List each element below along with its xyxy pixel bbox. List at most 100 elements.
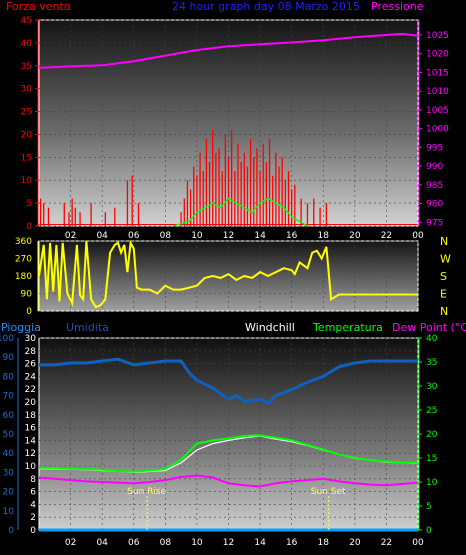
temp-y-tick-label: 30 <box>25 334 37 344</box>
right-y-tick-label: 40 <box>426 334 438 344</box>
gust-line <box>173 197 308 227</box>
wind-y-tick-label: 20 <box>21 130 33 140</box>
compass-label: N <box>440 235 448 248</box>
temp-x-tick-label: 00 <box>412 538 424 548</box>
right-y-tick-label: 15 <box>426 454 437 464</box>
temp-y-tick-label: 20 <box>25 398 37 408</box>
right-y-tick-label: 20 <box>426 430 438 440</box>
wind-x-tick-label: 04 <box>96 231 108 241</box>
pressure-y-tick-label: 995 <box>426 143 443 153</box>
wind-y-tick-label: 45 <box>21 16 32 26</box>
compass-label: N <box>440 305 448 318</box>
temp-x-tick-label: 08 <box>160 538 172 548</box>
pressure-y-tick-label: 985 <box>426 181 443 191</box>
temp-x-tick-label: 22 <box>381 538 392 548</box>
pressure-y-tick-label: 1025 <box>426 31 449 41</box>
temp-y-tick-label: 6 <box>30 488 36 498</box>
wind-x-tick-label: 00 <box>412 231 424 241</box>
pressure-y-tick-label: 990 <box>426 162 443 172</box>
temp-y-tick-label: 28 <box>25 347 37 357</box>
humidity-y-tick-label: 90 <box>3 353 15 363</box>
temp-y-tick-label: 22 <box>25 385 36 395</box>
temp-x-tick-label: 16 <box>286 538 298 548</box>
pressure-y-tick-label: 975 <box>426 218 443 228</box>
direction-y-tick-label: 270 <box>15 255 32 265</box>
wind-y-tick-label: 30 <box>21 85 33 95</box>
humidity-y-tick-label: 0 <box>8 526 14 536</box>
humidity-y-tick-label: 40 <box>3 449 15 459</box>
temp-x-tick-label: 10 <box>191 538 203 548</box>
temp-y-tick-label: 14 <box>25 436 37 446</box>
right-y-tick-label: 10 <box>426 478 438 488</box>
wind-y-tick-label: 25 <box>21 108 32 118</box>
pressure-y-tick-label: 1000 <box>426 125 449 135</box>
direction-y-tick-label: 180 <box>15 272 32 282</box>
dewpoint-line <box>38 474 419 488</box>
humidity-y-tick-label: 60 <box>3 411 15 421</box>
pressure-y-tick-label: 1020 <box>426 50 449 60</box>
temp-x-tick-label: 06 <box>128 538 140 548</box>
humidity-y-tick-label: 100 <box>0 334 14 344</box>
temp-y-tick-label: 0 <box>30 526 36 536</box>
right-y-tick-label: 25 <box>426 406 437 416</box>
temperature-title: Temperatura <box>312 321 383 334</box>
windchill-title: Windchill <box>245 321 295 334</box>
temp-x-tick-label: 14 <box>254 538 266 548</box>
wind-x-tick-label: 22 <box>381 231 392 241</box>
temp-y-tick-label: 4 <box>30 500 36 510</box>
rain-title: Pioggia <box>1 321 41 334</box>
temp-y-tick-label: 10 <box>25 462 37 472</box>
temp-x-tick-label: 18 <box>318 538 330 548</box>
wind-x-tick-label: 08 <box>160 231 172 241</box>
chart-title: 24 hour graph day 08 Marzo 2015 <box>172 0 360 13</box>
right-y-tick-label: 0 <box>426 526 432 536</box>
wind-y-tick-label: 0 <box>26 222 32 232</box>
temp-x-tick-label: 12 <box>223 538 234 548</box>
humidity-y-tick-label: 80 <box>3 372 15 382</box>
compass-label: E <box>440 288 447 301</box>
temp-x-tick-label: 20 <box>349 538 361 548</box>
wind-y-tick-label: 40 <box>21 39 33 49</box>
temp-y-tick-label: 18 <box>25 411 37 421</box>
wind-x-tick-label: 18 <box>318 231 330 241</box>
right-y-tick-label: 35 <box>426 358 437 368</box>
wind-x-tick-label: 14 <box>254 231 266 241</box>
temp-y-tick-label: 2 <box>30 513 36 523</box>
wind-y-tick-label: 10 <box>21 176 33 186</box>
compass-label: S <box>440 270 447 283</box>
humidity-line <box>39 357 418 406</box>
direction-y-tick-label: 360 <box>15 237 32 247</box>
pressure-y-tick-label: 1010 <box>426 87 449 97</box>
temp-x-tick-label: 04 <box>96 538 108 548</box>
direction-y-tick-label: 0 <box>26 307 32 317</box>
pressure-y-tick-label: 1015 <box>426 68 449 78</box>
direction-y-tick-label: 90 <box>21 290 33 300</box>
humidity-y-tick-label: 70 <box>3 392 15 402</box>
temp-y-tick-label: 8 <box>30 475 36 485</box>
wind-x-tick-label: 16 <box>286 231 298 241</box>
right-y-tick-label: 5 <box>426 502 432 512</box>
sun-rise-label: Sun Rise <box>127 487 166 497</box>
pressure-line <box>38 32 419 69</box>
temperature-line <box>39 434 418 473</box>
compass-label: W <box>440 253 451 266</box>
temp-y-tick-label: 24 <box>25 372 37 382</box>
humidity-y-tick-label: 20 <box>3 488 15 498</box>
wind-speed-title: Forza vento <box>6 0 71 13</box>
pressure-y-tick-label: 980 <box>426 200 443 210</box>
wind-y-tick-label: 35 <box>21 62 32 72</box>
humidity-y-tick-label: 50 <box>3 430 15 440</box>
wind-y-tick-label: 15 <box>21 153 32 163</box>
pressure-title: Pressione <box>371 0 424 13</box>
wind-x-tick-label: 10 <box>191 231 203 241</box>
pressure-y-tick-label: 1005 <box>426 106 449 116</box>
temp-y-tick-label: 16 <box>25 424 37 434</box>
temp-y-tick-label: 26 <box>25 360 37 370</box>
wind-x-tick-label: 20 <box>349 231 361 241</box>
wind-x-tick-label: 12 <box>223 231 234 241</box>
wind-x-tick-label: 06 <box>128 231 140 241</box>
right-y-tick-label: 30 <box>426 382 438 392</box>
dewpoint-title: Dew Point (°C) <box>392 321 466 334</box>
